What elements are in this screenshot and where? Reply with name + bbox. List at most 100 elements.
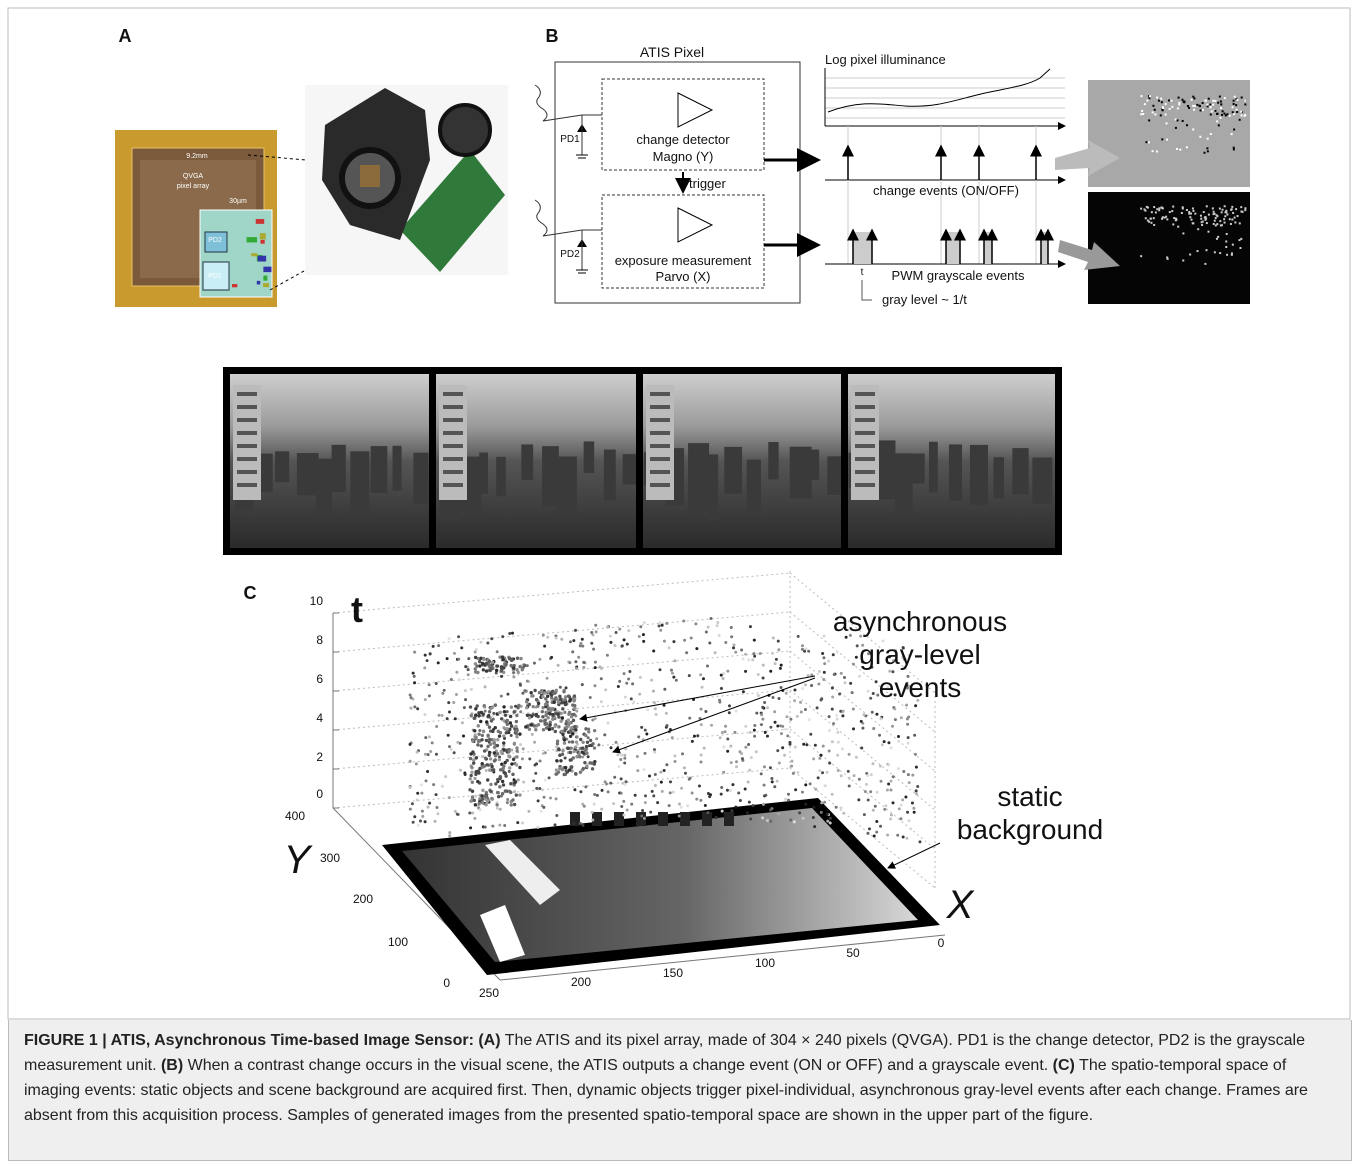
event <box>569 765 574 769</box>
event <box>635 755 639 759</box>
event <box>505 758 509 763</box>
event <box>803 649 807 653</box>
event <box>671 790 675 794</box>
event <box>423 820 427 824</box>
x-tick-label: 100 <box>755 956 775 970</box>
event <box>804 647 808 651</box>
speck <box>1225 209 1228 212</box>
event <box>612 802 616 806</box>
event <box>896 767 900 771</box>
window <box>443 457 463 461</box>
speck <box>1166 218 1169 221</box>
event <box>488 757 493 761</box>
event <box>515 656 520 660</box>
speck <box>1223 97 1226 100</box>
event <box>580 750 584 754</box>
speck <box>1232 211 1235 214</box>
speck <box>1140 95 1143 98</box>
speck <box>1214 100 1217 103</box>
speck <box>1181 207 1184 210</box>
speck <box>1192 95 1195 98</box>
facade <box>636 812 646 826</box>
event <box>571 732 575 736</box>
speck <box>1193 97 1196 100</box>
event <box>702 746 706 750</box>
event <box>573 703 577 708</box>
annotation: asynchronous <box>833 606 1007 637</box>
event <box>591 818 595 822</box>
event <box>473 667 477 671</box>
event <box>730 809 734 813</box>
event <box>681 752 685 756</box>
event <box>766 706 770 710</box>
event <box>642 816 646 820</box>
line <box>789 572 936 694</box>
event <box>471 739 475 743</box>
event <box>687 674 691 678</box>
event <box>524 706 529 710</box>
event <box>507 749 511 754</box>
event <box>825 812 829 816</box>
event <box>551 707 555 711</box>
event <box>514 731 519 736</box>
event <box>893 693 897 697</box>
event <box>561 707 565 711</box>
event <box>556 700 561 704</box>
event <box>485 763 489 767</box>
speck <box>1161 216 1164 219</box>
event <box>687 777 691 781</box>
event <box>827 728 831 732</box>
event <box>515 735 519 739</box>
event <box>555 759 559 763</box>
speck <box>1177 225 1180 228</box>
event <box>720 809 724 813</box>
event <box>555 742 560 746</box>
event <box>449 678 453 682</box>
speck <box>1150 221 1153 224</box>
event <box>574 660 578 664</box>
speck <box>1146 99 1149 102</box>
event <box>567 740 571 744</box>
speck <box>1231 106 1234 109</box>
event <box>477 802 481 806</box>
speck <box>1244 99 1247 102</box>
speck <box>1142 113 1145 116</box>
event <box>826 819 830 823</box>
event <box>875 790 879 794</box>
t-tick-label: 0 <box>316 787 323 801</box>
event <box>692 734 696 738</box>
event <box>720 786 724 790</box>
event <box>563 772 568 777</box>
speck <box>1238 118 1241 121</box>
pd-label: PD1 <box>560 134 580 145</box>
speck <box>1183 100 1186 103</box>
event <box>719 687 723 691</box>
bracket <box>861 280 872 301</box>
event <box>416 707 420 711</box>
event <box>464 665 468 669</box>
event <box>730 635 734 639</box>
event <box>582 804 586 808</box>
event <box>859 634 863 638</box>
event <box>617 765 621 769</box>
event <box>484 738 489 743</box>
event <box>408 785 412 789</box>
speck <box>1156 150 1159 153</box>
event <box>719 792 723 796</box>
camera-board <box>400 150 505 272</box>
event <box>485 799 490 803</box>
event <box>800 647 804 651</box>
speck <box>1153 108 1156 111</box>
speck <box>1220 103 1223 106</box>
event <box>556 663 560 667</box>
speck <box>1224 215 1227 218</box>
event <box>777 648 781 652</box>
tower <box>851 385 879 500</box>
event <box>663 687 667 691</box>
speck <box>1232 113 1235 116</box>
event <box>770 776 774 780</box>
event <box>633 793 637 797</box>
event <box>751 658 755 662</box>
event <box>579 737 583 742</box>
event <box>777 812 781 816</box>
